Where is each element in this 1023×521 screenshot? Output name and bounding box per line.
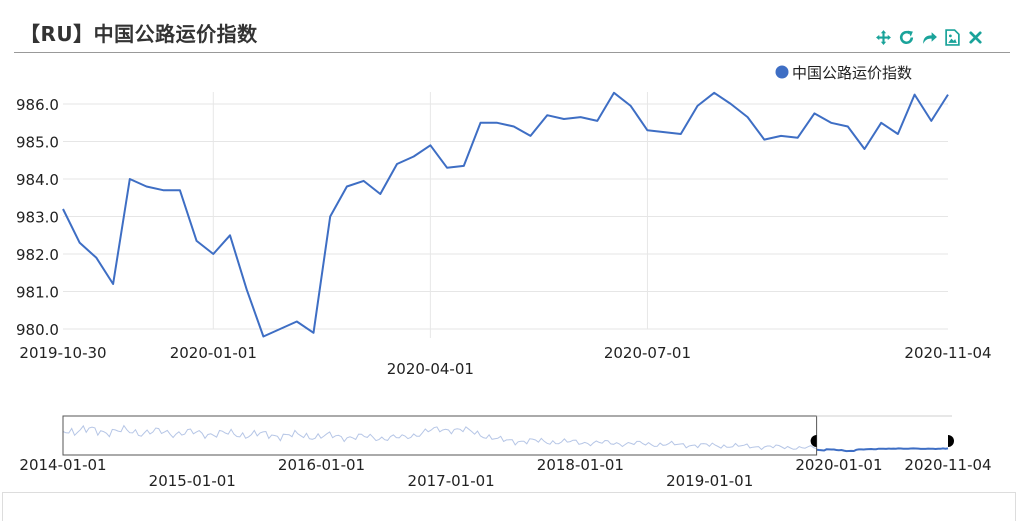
- refresh-icon[interactable]: [897, 28, 916, 47]
- line-chart: 980.0 981.0 982.0 983.0 984.0 985.0 986.0 2019…: [16, 64, 992, 490]
- x-tick-label: 2019-10-30: [19, 344, 106, 362]
- y-tick-label: 983.0: [16, 209, 59, 227]
- move-icon[interactable]: [874, 28, 893, 47]
- navigator-tick-label: 2020-11-04: [904, 456, 991, 474]
- close-icon[interactable]: [966, 28, 985, 47]
- y-tick-label: 984.0: [16, 171, 59, 189]
- navigator-tick-label: 2017-01-01: [408, 472, 495, 490]
- legend-marker: [775, 65, 789, 79]
- navigator-range-line: [816, 447, 949, 453]
- chart-toolbar: [874, 28, 985, 47]
- grid-lines: [63, 92, 948, 338]
- share-icon[interactable]: [920, 28, 939, 47]
- navigator-tick-label: 2018-01-01: [537, 456, 624, 474]
- chart-header: 【RU】中国公路运价指数: [0, 0, 1023, 54]
- navigator-tick-label: 2014-01-01: [19, 456, 106, 474]
- legend-label: 中国公路运价指数: [792, 64, 912, 82]
- y-tick-label: 980.0: [16, 321, 59, 339]
- navigator-unselected-box: [62, 415, 818, 456]
- x-axis: 2019-10-30 2020-01-01 2020-07-01 2020-11-04…: [19, 344, 991, 378]
- navigator-tick-label: 2015-01-01: [149, 472, 236, 490]
- x-tick-label: 2020-04-01: [387, 360, 474, 378]
- y-tick-label: 982.0: [16, 246, 59, 264]
- navigator[interactable]: 2014-01-01 2016-01-01 2018-01-01 2020-01-01…: [19, 415, 992, 490]
- y-tick-label: 981.0: [16, 284, 59, 302]
- x-tick-label: 2020-07-01: [604, 344, 691, 362]
- header-divider: [14, 52, 1010, 53]
- series-line: [62, 91, 949, 338]
- legend[interactable]: 中国公路运价指数: [775, 64, 913, 82]
- navigator-left-handle[interactable]: [810, 435, 817, 447]
- series-layer: [62, 91, 949, 338]
- navigator-right-handle[interactable]: [948, 435, 954, 447]
- navigator-tick-label: 2019-01-01: [666, 472, 753, 490]
- save-image-icon[interactable]: [943, 28, 962, 47]
- page-title: 【RU】中国公路运价指数: [20, 22, 258, 46]
- y-tick-label: 985.0: [16, 134, 59, 152]
- bottom-panel: [2, 492, 1016, 521]
- y-axis: 980.0 981.0 982.0 983.0 984.0 985.0 986.0: [16, 96, 59, 339]
- x-tick-label: 2020-11-04: [904, 344, 991, 362]
- navigator-tick-label: 2020-01-01: [795, 456, 882, 474]
- x-tick-label: 2020-01-01: [170, 344, 257, 362]
- navigator-tick-label: 2016-01-01: [278, 456, 365, 474]
- y-tick-label: 986.0: [16, 96, 59, 114]
- navigator-history-line: [62, 424, 817, 451]
